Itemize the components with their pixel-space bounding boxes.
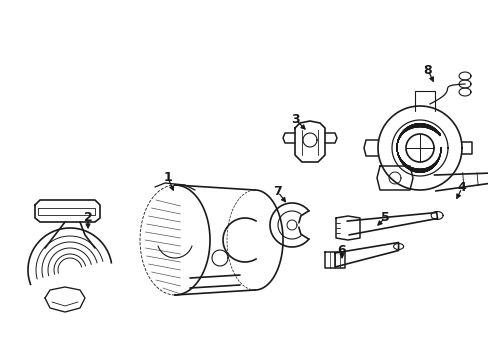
- Text: 7: 7: [273, 185, 282, 198]
- Text: 1: 1: [163, 171, 172, 184]
- Text: 8: 8: [423, 63, 431, 77]
- Text: 2: 2: [83, 211, 92, 225]
- Text: 6: 6: [337, 243, 346, 256]
- Text: 5: 5: [380, 211, 388, 225]
- Text: 3: 3: [291, 113, 300, 126]
- Text: 4: 4: [457, 181, 466, 194]
